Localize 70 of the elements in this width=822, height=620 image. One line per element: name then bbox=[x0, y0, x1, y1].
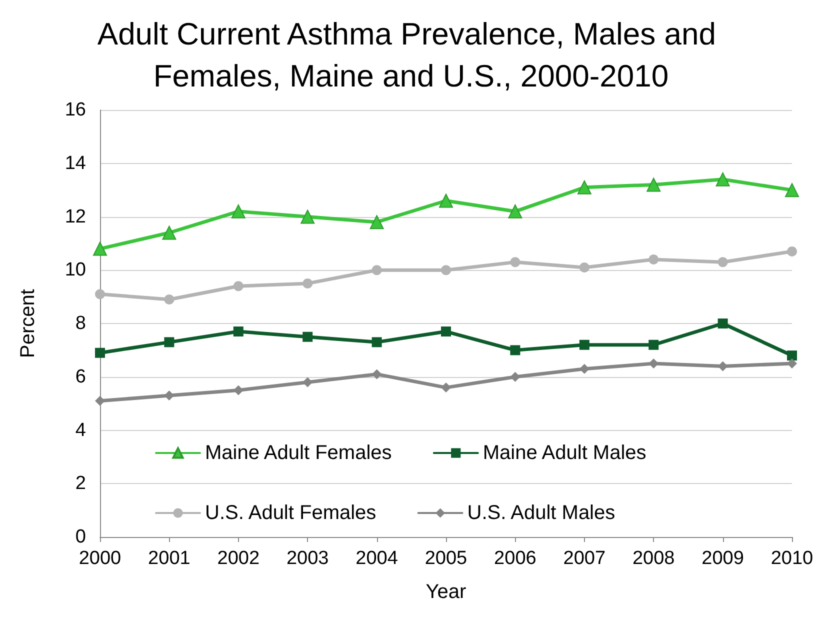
point bbox=[95, 396, 105, 406]
point bbox=[372, 369, 382, 380]
point bbox=[302, 332, 313, 342]
point bbox=[233, 281, 244, 292]
x-tick-label: 2008 bbox=[632, 548, 675, 569]
x-tick-label: 2004 bbox=[356, 548, 398, 569]
x-tick-label: 2009 bbox=[702, 548, 744, 569]
legend-label: Maine Adult Males bbox=[482, 442, 646, 464]
y-axis-title: Percent bbox=[17, 288, 39, 358]
point bbox=[302, 278, 313, 288]
point bbox=[577, 180, 592, 194]
y-tick-label: 0 bbox=[75, 526, 86, 548]
point bbox=[579, 340, 590, 350]
y-tick-label: 8 bbox=[75, 313, 86, 334]
point bbox=[231, 204, 246, 218]
x-tick-label: 2005 bbox=[424, 548, 468, 569]
point bbox=[164, 294, 174, 304]
x-axis-title: Year bbox=[426, 581, 467, 603]
y-tick-label: 16 bbox=[64, 100, 86, 120]
point bbox=[372, 337, 382, 348]
point bbox=[718, 318, 728, 328]
point bbox=[787, 358, 797, 369]
point bbox=[718, 361, 728, 372]
point bbox=[95, 289, 105, 300]
point bbox=[162, 226, 176, 240]
point bbox=[441, 382, 451, 393]
x-tick-label: 2001 bbox=[148, 548, 190, 569]
point bbox=[787, 350, 797, 361]
x-tick-label: 2003 bbox=[286, 548, 329, 569]
point bbox=[510, 372, 520, 382]
point bbox=[439, 194, 453, 208]
point bbox=[441, 326, 451, 337]
y-tick-label: 6 bbox=[75, 366, 86, 388]
y-tick-label: 10 bbox=[64, 260, 86, 281]
point bbox=[785, 183, 799, 198]
point bbox=[302, 377, 313, 388]
x-tick-label: 2002 bbox=[217, 548, 260, 569]
x-tick-label: 2006 bbox=[494, 548, 536, 569]
point bbox=[441, 265, 451, 276]
point bbox=[579, 262, 590, 272]
point bbox=[372, 265, 382, 276]
point bbox=[718, 257, 728, 268]
point bbox=[510, 257, 520, 268]
y-tick-label: 4 bbox=[75, 420, 86, 441]
x-tick-label: 2000 bbox=[78, 548, 122, 569]
point bbox=[93, 242, 107, 256]
point bbox=[579, 364, 590, 374]
point bbox=[787, 246, 797, 256]
y-tick-label: 2 bbox=[75, 473, 86, 494]
y-tick-label: 12 bbox=[64, 206, 86, 228]
point bbox=[370, 215, 384, 230]
point bbox=[164, 390, 174, 401]
x-tick-label: 2007 bbox=[563, 548, 606, 569]
chart-title: Adult Current Asthma Prevalence, Males and Females, Maine and U.S., 2000-2010 bbox=[97, 16, 725, 94]
x-tick-label: 2010 bbox=[770, 548, 814, 569]
point bbox=[233, 385, 244, 396]
y-tick-label: 14 bbox=[64, 152, 86, 174]
legend-label: U.S. Adult Females bbox=[205, 502, 376, 524]
point bbox=[648, 340, 659, 350]
point bbox=[648, 254, 659, 264]
legend-label: U.S. Adult Males bbox=[467, 502, 616, 524]
point bbox=[300, 210, 315, 224]
legend-label: Maine Adult Females bbox=[205, 442, 392, 464]
point bbox=[95, 348, 105, 358]
point bbox=[510, 345, 520, 356]
point bbox=[646, 178, 661, 192]
point bbox=[716, 172, 730, 186]
point bbox=[164, 337, 174, 348]
point bbox=[233, 326, 244, 337]
point bbox=[508, 204, 522, 218]
